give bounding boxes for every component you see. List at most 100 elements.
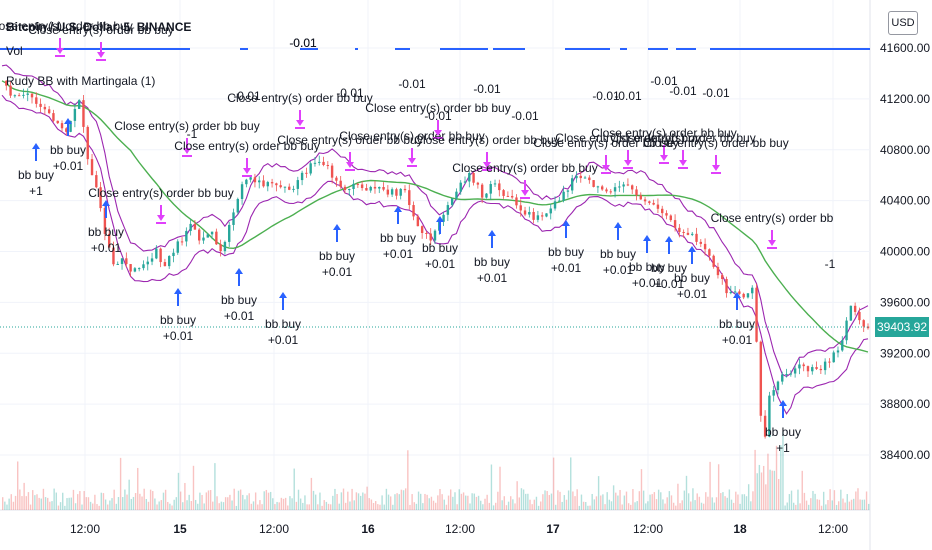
entry-arrow-icon [394, 206, 402, 212]
entry-qty: +0.01 [383, 247, 414, 261]
candle-body [682, 231, 685, 233]
volume-bar [587, 505, 589, 510]
volume-bar [231, 500, 233, 510]
candle-body [150, 258, 154, 262]
volume-bar [645, 503, 647, 510]
candle-body [356, 183, 360, 185]
volume-bar [132, 496, 135, 510]
volume-bar [762, 465, 765, 510]
volume-series [2, 431, 870, 510]
volume-bar [840, 489, 842, 510]
candle-body [99, 187, 102, 209]
volume-bar [334, 488, 336, 510]
volume-bar [34, 495, 36, 510]
volume-bar [113, 489, 115, 510]
volume-bar [829, 489, 831, 510]
exit-label: Close entry(s) order bb buy [277, 133, 422, 147]
candle-body [176, 241, 179, 253]
volume-bar [38, 497, 40, 510]
volume-bar [865, 491, 868, 510]
candle-body [665, 213, 668, 216]
volume-bar [14, 495, 17, 510]
x-tick-label: 12:00 [445, 522, 475, 536]
exit-arrow-icon [602, 165, 610, 171]
volume-bar [462, 492, 465, 510]
volume-bar [780, 445, 782, 510]
volume-bar [329, 504, 332, 510]
volume-bar [344, 502, 347, 510]
candle-body [292, 188, 295, 190]
volume-bar [379, 504, 381, 510]
candle-body [193, 223, 197, 230]
candle-body [656, 204, 660, 209]
volume-bar [338, 503, 340, 510]
volume-bar [419, 493, 422, 510]
volume-bar [364, 493, 366, 510]
volume-bar [582, 501, 585, 510]
volume-bar [319, 492, 321, 510]
volume-bar [128, 479, 130, 510]
currency-button[interactable]: USD [888, 11, 918, 35]
volume-bar [141, 496, 143, 510]
volume-bar [340, 492, 343, 510]
volume-bar [435, 502, 437, 510]
exit-label: Close entry(s) order bb buy [365, 101, 510, 115]
volume-bar [456, 504, 458, 510]
volume-bar [115, 503, 118, 510]
volume-bar [642, 490, 645, 510]
volume-bar [850, 499, 853, 510]
candle-body [755, 287, 758, 342]
candle-body [35, 97, 38, 104]
entry-arrow-icon [279, 292, 287, 298]
volume-bar [77, 494, 79, 510]
candle-body [47, 109, 51, 114]
volume-bar [411, 494, 413, 510]
entry-arrow-icon [436, 216, 444, 222]
candle-body [652, 202, 655, 205]
volume-bar [347, 491, 349, 510]
candle-body [343, 186, 347, 191]
entry-arrow-icon [562, 220, 570, 226]
volume-bar [705, 492, 707, 510]
volume-bar [404, 488, 407, 510]
exit-label: Close entry(s) order bb buy [555, 131, 700, 145]
volume-bar [786, 502, 788, 510]
x-tick-label: 12:00 [818, 522, 848, 536]
volume-bar [312, 490, 315, 510]
volume-bar [698, 496, 701, 510]
candle-body [570, 178, 574, 191]
volume-bar [12, 501, 15, 510]
volume-bar [383, 504, 385, 510]
entry-arrow-icon [102, 200, 110, 206]
volume-bar [630, 504, 632, 510]
candle-body [386, 189, 390, 195]
volume-bar [342, 488, 345, 510]
volume-bar [842, 498, 844, 510]
candle-body [703, 243, 707, 250]
volume-bar [261, 504, 263, 510]
exit-label: Close entry(s) order bb buy [28, 23, 173, 37]
volume-bar [79, 491, 81, 510]
volume-bar [507, 501, 510, 510]
volume-bar [257, 504, 259, 510]
exit-label: Close entry(s) order bb buy [452, 161, 597, 175]
volume-bar [681, 500, 683, 510]
volume-bar [282, 498, 285, 510]
exit-arrow-icon [243, 168, 251, 174]
candle-body [116, 263, 119, 265]
candle-body [540, 215, 544, 217]
volume-bar [134, 493, 137, 510]
moving-average-line [1, 80, 869, 353]
candle-body [480, 184, 484, 198]
volume-bar [685, 475, 688, 510]
volume-bar [717, 464, 720, 510]
candle-body [836, 350, 840, 353]
candle-body [819, 368, 823, 371]
volume-bar [754, 449, 756, 510]
candle-body [446, 205, 450, 215]
entry-label: bb buy [422, 241, 458, 255]
candle-body [125, 258, 128, 265]
candle-body [742, 293, 745, 298]
volume-bar [169, 503, 171, 510]
